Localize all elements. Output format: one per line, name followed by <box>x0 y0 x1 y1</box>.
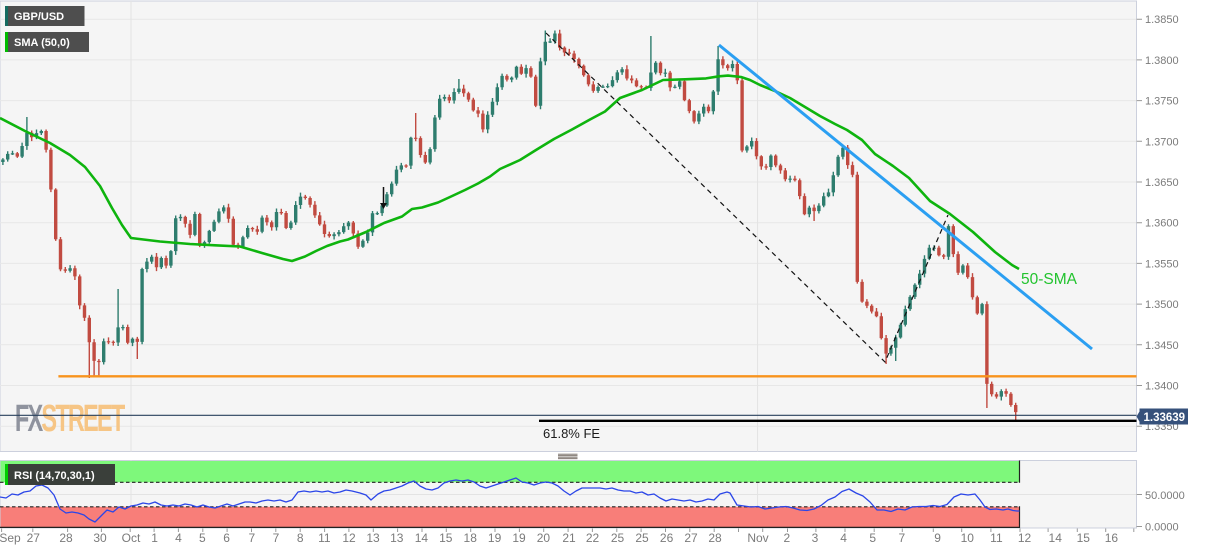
svg-text:15: 15 <box>439 531 453 545</box>
svg-text:7: 7 <box>249 531 256 545</box>
svg-text:12: 12 <box>342 531 356 545</box>
svg-text:1.3450: 1.3450 <box>1145 340 1179 352</box>
svg-text:15: 15 <box>1077 531 1091 545</box>
svg-text:13: 13 <box>366 531 380 545</box>
svg-text:28: 28 <box>708 531 722 545</box>
svg-text:25: 25 <box>635 531 649 545</box>
svg-text:21: 21 <box>562 531 576 545</box>
svg-text:4: 4 <box>175 531 182 545</box>
svg-text:9: 9 <box>934 531 941 545</box>
svg-text:1.3800: 1.3800 <box>1145 55 1179 67</box>
svg-text:1.33639: 1.33639 <box>1144 412 1186 424</box>
svg-text:14: 14 <box>1049 531 1063 545</box>
svg-text:1.3550: 1.3550 <box>1145 258 1179 270</box>
svg-text:1.3500: 1.3500 <box>1145 299 1179 311</box>
svg-text:22: 22 <box>586 531 600 545</box>
svg-text:18: 18 <box>464 531 478 545</box>
svg-text:10: 10 <box>961 531 975 545</box>
svg-text:SMA (50,0): SMA (50,0) <box>14 37 70 49</box>
svg-text:11: 11 <box>318 531 331 545</box>
svg-text:1.3600: 1.3600 <box>1145 218 1179 230</box>
svg-text:1.3700: 1.3700 <box>1145 136 1179 148</box>
svg-text:Sep: Sep <box>0 531 21 545</box>
svg-text:50-SMA: 50-SMA <box>1021 271 1078 288</box>
svg-text:RSI (14,70,30,1): RSI (14,70,30,1) <box>14 470 95 482</box>
svg-text:1.3650: 1.3650 <box>1145 177 1179 189</box>
svg-text:13: 13 <box>390 531 404 545</box>
svg-text:7: 7 <box>899 531 906 545</box>
svg-text:28: 28 <box>59 531 73 545</box>
svg-text:11: 11 <box>990 531 1003 545</box>
svg-text:26: 26 <box>660 531 674 545</box>
svg-text:0.0000: 0.0000 <box>1145 522 1179 534</box>
svg-text:1: 1 <box>151 531 158 545</box>
svg-text:Nov: Nov <box>747 531 768 545</box>
svg-text:27: 27 <box>684 531 698 545</box>
svg-text:19: 19 <box>488 531 502 545</box>
svg-text:61.8% FE: 61.8% FE <box>543 426 600 441</box>
svg-text:50.0000: 50.0000 <box>1145 490 1185 502</box>
svg-text:1.3750: 1.3750 <box>1145 96 1179 108</box>
svg-text:7: 7 <box>273 531 280 545</box>
svg-text:GBP/USD: GBP/USD <box>14 11 64 23</box>
svg-text:14: 14 <box>415 531 429 545</box>
svg-text:1.3400: 1.3400 <box>1145 381 1179 393</box>
svg-text:FXSTREET: FXSTREET <box>15 396 125 439</box>
svg-text:3: 3 <box>812 531 819 545</box>
svg-text:20: 20 <box>537 531 551 545</box>
svg-text:16: 16 <box>1105 531 1119 545</box>
svg-text:5: 5 <box>199 531 206 545</box>
svg-text:30: 30 <box>93 531 107 545</box>
svg-text:6: 6 <box>223 531 230 545</box>
svg-text:12: 12 <box>1018 531 1032 545</box>
svg-text:Oct: Oct <box>122 531 141 545</box>
svg-text:1.3850: 1.3850 <box>1145 14 1179 26</box>
svg-text:27: 27 <box>27 531 41 545</box>
svg-text:5: 5 <box>869 531 876 545</box>
svg-text:19: 19 <box>512 531 526 545</box>
svg-text:25: 25 <box>611 531 625 545</box>
svg-text:8: 8 <box>297 531 304 545</box>
svg-text:4: 4 <box>840 531 847 545</box>
svg-text:2: 2 <box>783 531 790 545</box>
